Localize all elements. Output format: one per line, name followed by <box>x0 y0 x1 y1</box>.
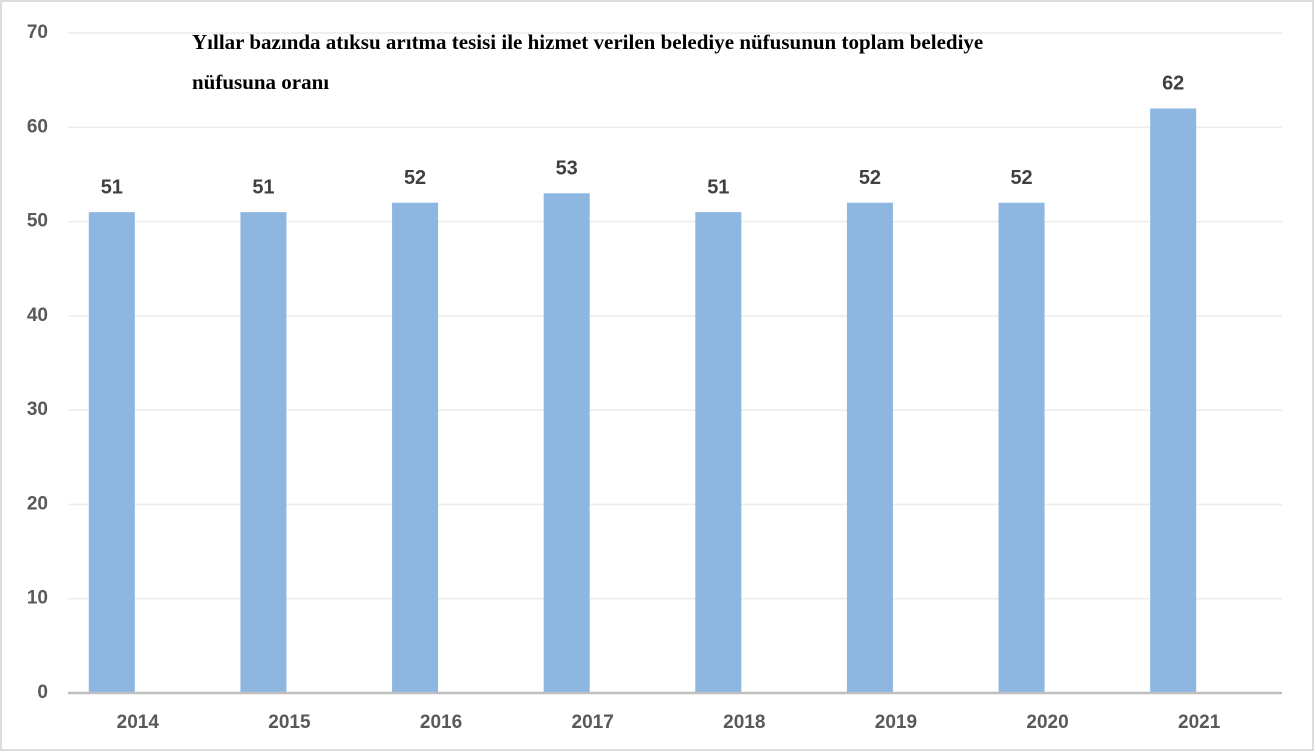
bar <box>998 202 1045 693</box>
x-tick-label: 2015 <box>268 712 311 733</box>
x-tick-label: 2019 <box>875 712 917 733</box>
data-label: 52 <box>404 167 426 189</box>
bar <box>240 212 287 693</box>
x-tick-label: 2021 <box>1178 712 1221 733</box>
data-label: 51 <box>101 176 123 198</box>
y-tick-label: 10 <box>27 588 48 609</box>
y-tick-label: 70 <box>27 22 48 43</box>
bar <box>846 202 893 693</box>
y-tick-label: 50 <box>27 211 48 232</box>
x-tick-label: 2020 <box>1026 712 1068 733</box>
data-label: 52 <box>859 167 881 189</box>
y-tick-label: 30 <box>27 399 48 420</box>
data-label: 53 <box>556 158 578 180</box>
bar <box>543 193 590 694</box>
x-tick-label: 2014 <box>117 712 160 733</box>
data-label: 51 <box>707 176 729 198</box>
chart-title: Yıllar bazında atıksu arıtma tesisi ile … <box>192 30 984 94</box>
y-tick-label: 60 <box>27 116 48 137</box>
data-label: 52 <box>1010 167 1032 189</box>
data-label: 62 <box>1162 73 1184 95</box>
y-tick-label: 20 <box>27 493 48 514</box>
x-tick-label: 2017 <box>572 712 614 733</box>
y-tick-label: 40 <box>27 305 48 326</box>
x-tick-label: 2016 <box>420 712 462 733</box>
y-tick-label: 0 <box>37 682 48 703</box>
data-label: 51 <box>252 176 274 198</box>
bar <box>1150 108 1197 693</box>
bar <box>88 212 135 693</box>
bar <box>695 212 742 693</box>
x-tick-label: 2018 <box>723 712 765 733</box>
bar <box>392 202 439 693</box>
